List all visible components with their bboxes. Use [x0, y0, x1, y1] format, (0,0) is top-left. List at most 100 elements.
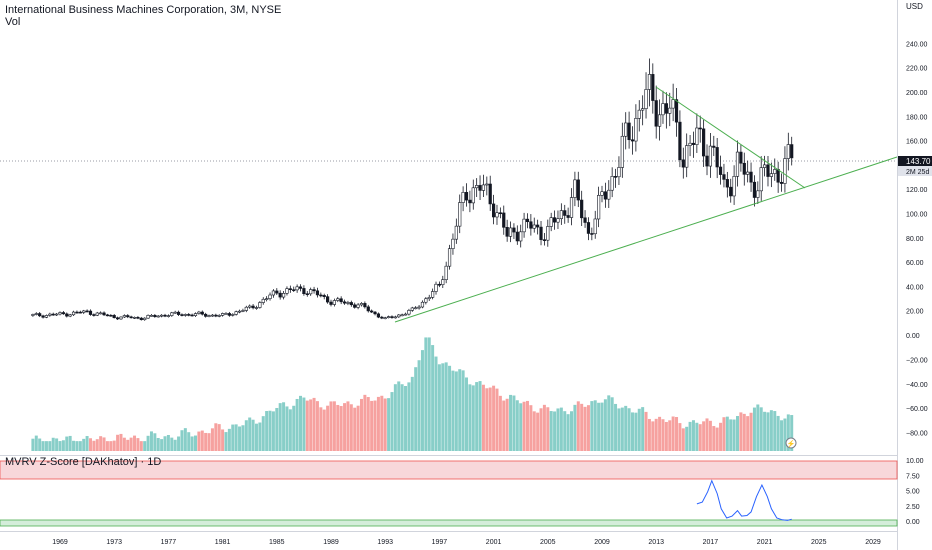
volume-bar	[739, 412, 743, 451]
candle-body	[546, 226, 550, 241]
candle-body	[241, 310, 245, 312]
volume-bar	[404, 386, 408, 451]
volume-bar	[644, 411, 648, 451]
volume-bar	[790, 415, 794, 451]
time-tick-label: 1981	[215, 539, 231, 546]
candle-body	[627, 122, 631, 141]
indicator-tick-label: 5.00	[906, 489, 920, 496]
volume-bar	[759, 407, 763, 451]
candle-body	[617, 167, 621, 178]
volume-bar	[383, 398, 387, 451]
candle-body	[227, 313, 231, 316]
candle-body	[532, 224, 536, 229]
volume-bar	[756, 404, 760, 451]
price-tick-label: 220.00	[906, 66, 928, 73]
time-tick-label: 2005	[540, 539, 556, 546]
candle-body	[776, 169, 780, 183]
volume-bar	[356, 405, 360, 451]
volume-bar	[695, 422, 699, 451]
candle-body	[712, 145, 716, 148]
volume-bar	[448, 365, 452, 451]
volume-bar	[752, 407, 756, 451]
volume-bar	[607, 395, 611, 451]
candle-body	[61, 312, 65, 315]
price-tick-label: 160.00	[906, 139, 928, 146]
candle-body	[78, 311, 82, 314]
volume-bar	[675, 417, 679, 451]
volume-bar	[234, 424, 238, 451]
candle-body	[51, 313, 55, 316]
volume-bar	[166, 434, 170, 451]
price-tick-label: 100.00	[906, 212, 928, 219]
descending-trendline[interactable]	[655, 86, 806, 189]
volume-bar	[68, 435, 72, 451]
candle-body	[353, 304, 357, 308]
candle-body	[65, 313, 69, 317]
volume-bar	[248, 417, 252, 451]
price-tick-label: 180.00	[906, 114, 928, 121]
volume-bar	[295, 398, 299, 451]
candle-body	[34, 313, 38, 315]
time-axis[interactable]: 1969 1973 1977 1981 1985 1989 1993 1997 2001 2005…	[52, 539, 881, 546]
volume-bar	[502, 400, 506, 451]
indicator-scale[interactable]: 10.00 7.50 5.00 2.50 0.00	[906, 458, 924, 526]
candle-body	[237, 310, 242, 313]
volume-bar	[498, 395, 502, 451]
volume-bar	[322, 409, 326, 451]
candle-body	[522, 218, 526, 233]
candle-body	[566, 215, 570, 218]
candle-body	[495, 212, 499, 218]
volume-bar	[461, 370, 465, 451]
candle-body	[447, 248, 452, 267]
candle-body	[176, 311, 181, 315]
candle-body	[759, 167, 763, 192]
candle-body	[525, 218, 530, 223]
candle-body	[88, 310, 93, 315]
candle-body	[580, 199, 584, 219]
volume-bar	[624, 405, 628, 451]
volume-bar	[339, 406, 343, 451]
price-tick-label: 120.00	[906, 187, 928, 194]
candle-body	[508, 227, 513, 237]
candle-body	[160, 314, 164, 317]
volume-bar	[417, 360, 421, 451]
candle-body	[620, 135, 624, 168]
candle-body	[475, 185, 479, 189]
candle-body	[41, 315, 45, 318]
volume-bar	[241, 425, 245, 451]
candle-body	[261, 298, 265, 303]
volume-bar	[288, 409, 292, 451]
candle-body	[315, 290, 320, 296]
price-scale[interactable]: 240.00220.00200.00180.00160.00140.00120.…	[906, 41, 928, 315]
candle-body	[254, 307, 259, 309]
candle-body	[556, 218, 560, 223]
candle-body	[187, 314, 191, 316]
volume-bar	[698, 424, 702, 451]
candle-body	[210, 314, 215, 317]
candle-body	[705, 155, 709, 167]
last-price-badge: 143.70 2M 25d	[898, 156, 932, 176]
volume-bar	[580, 403, 584, 451]
volume-bar	[265, 411, 269, 451]
candle-body	[298, 286, 303, 289]
candle-body	[691, 142, 696, 145]
ascending-trendline[interactable]	[394, 156, 898, 323]
volume-bar	[61, 440, 65, 451]
candle-body	[634, 118, 638, 142]
volume-bar	[390, 392, 394, 451]
volume-bar	[546, 407, 550, 451]
volume-bar	[38, 438, 42, 451]
mvrv-zscore-line	[696, 479, 792, 521]
candle-body	[163, 314, 167, 317]
volume-bar	[766, 412, 770, 451]
candle-body	[393, 316, 397, 319]
indicator-tick-label: 7.50	[906, 473, 920, 480]
candle-body	[718, 166, 723, 175]
lightning-icon[interactable]: ⚡	[785, 437, 797, 449]
volume-bar	[160, 439, 164, 451]
volume-bar	[275, 407, 279, 451]
volume-scale[interactable]: 0.00 −20.00 −40.00 −60.00 −80.00	[906, 333, 928, 438]
candle-body	[204, 313, 208, 317]
time-tick-label: 1973	[106, 539, 122, 546]
